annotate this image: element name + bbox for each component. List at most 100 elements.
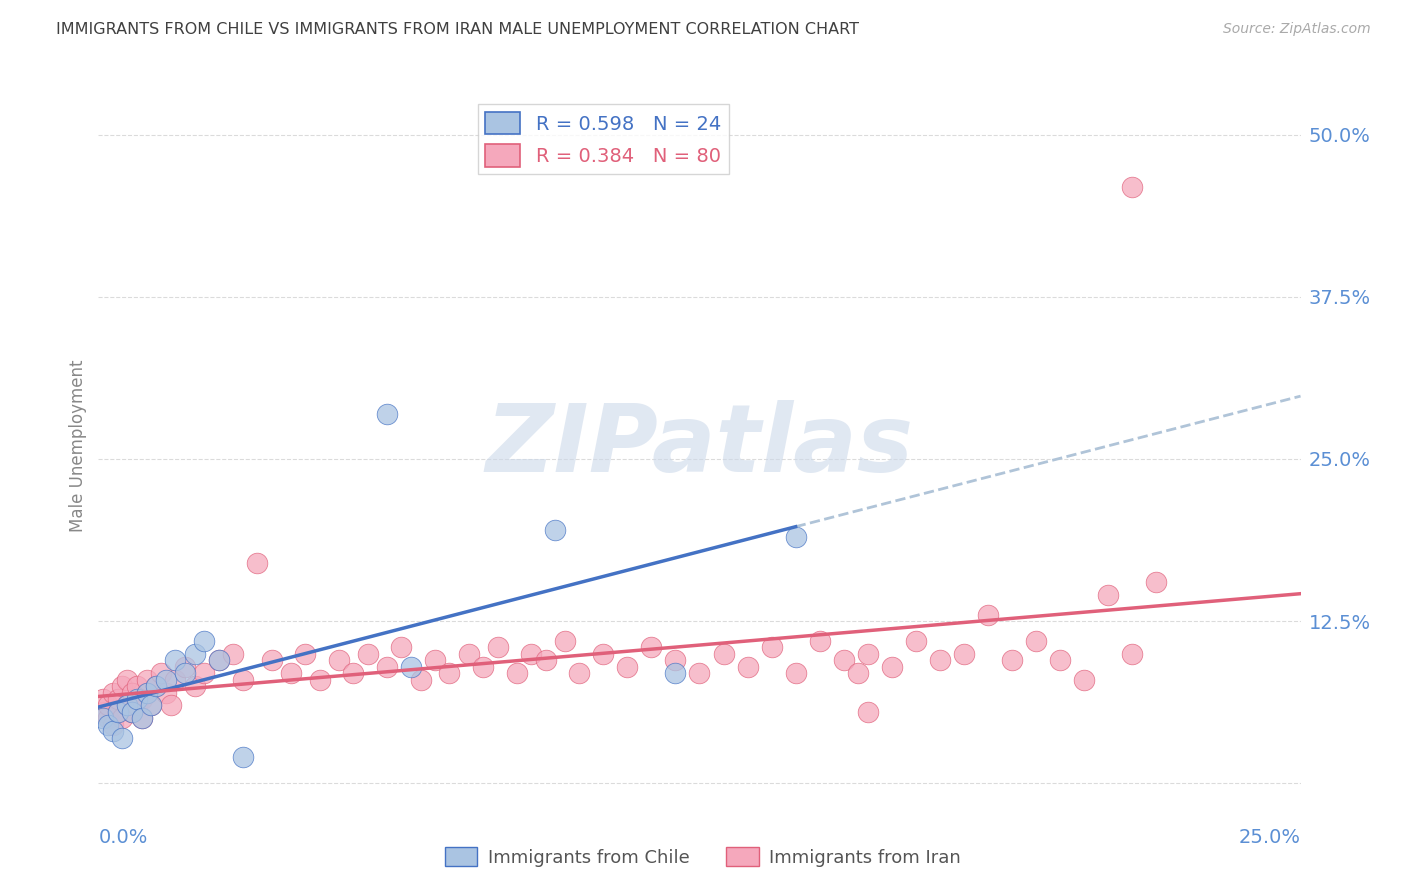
Point	[1025, 633, 1047, 648]
Point	[423, 653, 446, 667]
Text: ZIPatlas: ZIPatlas	[485, 400, 914, 492]
Point	[260, 653, 283, 667]
Point	[375, 407, 398, 421]
Point	[232, 673, 254, 687]
Point	[174, 659, 197, 673]
Point	[554, 633, 576, 648]
Point	[1097, 588, 1119, 602]
Point	[689, 666, 711, 681]
Point	[97, 718, 120, 732]
Point	[568, 666, 591, 681]
Point	[713, 647, 735, 661]
Point	[208, 653, 231, 667]
Legend: Immigrants from Chile, Immigrants from Iran: Immigrants from Chile, Immigrants from I…	[437, 840, 969, 874]
Point	[534, 653, 557, 667]
Point	[111, 731, 134, 745]
Point	[928, 653, 950, 667]
Point	[294, 647, 316, 661]
Point	[193, 666, 215, 681]
Point	[308, 673, 330, 687]
Point	[457, 647, 479, 661]
Point	[174, 666, 197, 681]
Point	[664, 666, 686, 681]
Point	[506, 666, 529, 681]
Point	[121, 705, 143, 719]
Point	[145, 679, 167, 693]
Point	[125, 679, 148, 693]
Text: Source: ZipAtlas.com: Source: ZipAtlas.com	[1223, 22, 1371, 37]
Point	[101, 718, 124, 732]
Point	[640, 640, 662, 654]
Point	[107, 692, 129, 706]
Point	[1121, 647, 1143, 661]
Point	[111, 679, 134, 693]
Point	[486, 640, 509, 654]
Point	[544, 524, 567, 538]
Point	[149, 666, 172, 681]
Point	[125, 692, 148, 706]
Point	[439, 666, 461, 681]
Point	[953, 647, 976, 661]
Point	[1049, 653, 1071, 667]
Point	[342, 666, 364, 681]
Point	[664, 653, 686, 667]
Point	[141, 698, 163, 713]
Point	[117, 698, 139, 713]
Point	[117, 673, 139, 687]
Point	[135, 685, 157, 699]
Point	[246, 556, 269, 570]
Text: 25.0%: 25.0%	[1239, 828, 1301, 847]
Point	[159, 698, 181, 713]
Point	[977, 607, 1000, 622]
Point	[832, 653, 855, 667]
Point	[357, 647, 380, 661]
Point	[1121, 179, 1143, 194]
Point	[91, 711, 114, 725]
Point	[101, 685, 124, 699]
Point	[328, 653, 350, 667]
Point	[135, 685, 157, 699]
Point	[592, 647, 614, 661]
Point	[399, 659, 422, 673]
Point	[145, 679, 167, 693]
Point	[1073, 673, 1095, 687]
Point	[91, 705, 114, 719]
Text: 0.0%: 0.0%	[98, 828, 148, 847]
Point	[616, 659, 638, 673]
Point	[155, 673, 177, 687]
Point	[1144, 575, 1167, 590]
Point	[121, 685, 143, 699]
Point	[125, 698, 148, 713]
Point	[107, 705, 129, 719]
Point	[193, 633, 215, 648]
Point	[121, 705, 143, 719]
Point	[165, 653, 187, 667]
Y-axis label: Male Unemployment: Male Unemployment	[69, 359, 87, 533]
Point	[846, 666, 869, 681]
Point	[280, 666, 302, 681]
Point	[472, 659, 495, 673]
Point	[141, 698, 163, 713]
Point	[785, 666, 807, 681]
Point	[389, 640, 412, 654]
Point	[183, 679, 205, 693]
Point	[111, 711, 134, 725]
Point	[880, 659, 903, 673]
Point	[131, 711, 153, 725]
Point	[856, 647, 879, 661]
Point	[856, 705, 879, 719]
Point	[155, 685, 177, 699]
Point	[101, 724, 124, 739]
Point	[97, 698, 120, 713]
Point	[232, 750, 254, 764]
Point	[208, 653, 231, 667]
Point	[165, 673, 187, 687]
Point	[737, 659, 759, 673]
Point	[91, 692, 114, 706]
Point	[107, 705, 129, 719]
Point	[785, 530, 807, 544]
Point	[375, 659, 398, 673]
Legend: R = 0.598   N = 24, R = 0.384   N = 80: R = 0.598 N = 24, R = 0.384 N = 80	[478, 104, 728, 174]
Point	[183, 647, 205, 661]
Point	[904, 633, 927, 648]
